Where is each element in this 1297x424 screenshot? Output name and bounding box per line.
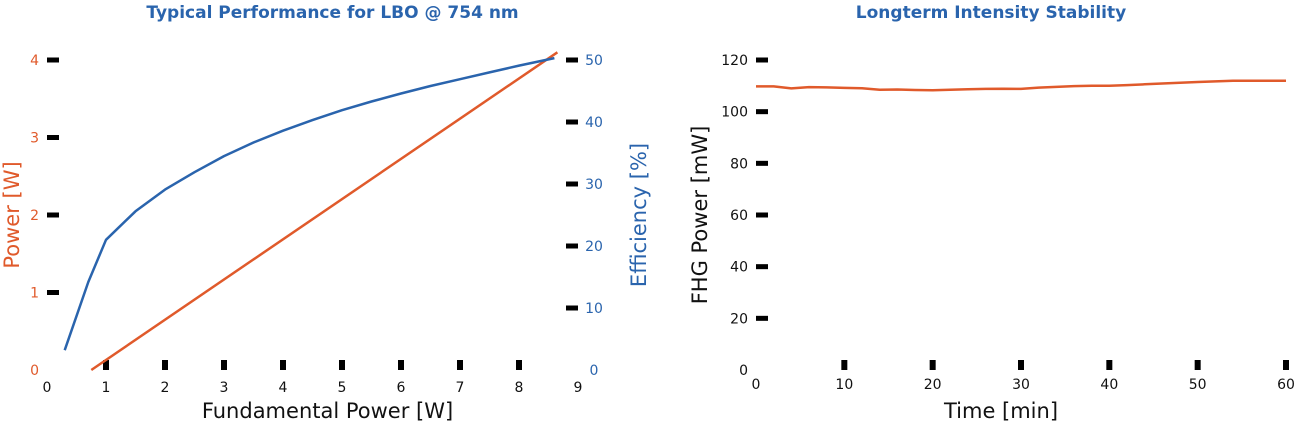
chart1-x-tick-mark xyxy=(516,360,522,370)
chart2-x-tick-label: 0 xyxy=(752,377,761,393)
chart2-y-axis-label: FHG Power [mW] xyxy=(688,126,712,305)
chart1-y-right-axis-label: Efficiency [%] xyxy=(627,143,651,287)
chart2-x-tick-mark xyxy=(1194,360,1201,370)
chart2-x-axis-label: Time [min] xyxy=(943,399,1058,423)
chart1-x-tick-mark xyxy=(398,360,404,370)
chart2-y-tick-label: 20 xyxy=(730,311,748,327)
chart2-x-tick-label: 40 xyxy=(1100,377,1118,393)
chart2-series-fhg-power-line xyxy=(756,79,1286,92)
chart1-y-left-tick-label: 1 xyxy=(30,286,39,302)
chart2-y-tick-mark xyxy=(756,212,768,218)
chart1-x-tick-label: 0 xyxy=(43,380,52,396)
chart2-y-tick-label: 100 xyxy=(721,105,748,121)
chart1-x-tick-mark xyxy=(457,360,463,370)
chart1-x-tick-mark xyxy=(280,360,286,370)
chart2-y-tick-mark xyxy=(756,315,768,321)
chart2-y-tick-mark xyxy=(756,57,768,63)
chart1-y-right-tick-label: 10 xyxy=(585,301,603,317)
chart1-series-efficiency-line xyxy=(63,56,555,351)
chart2-x-tick-mark xyxy=(1018,360,1024,370)
chart1-y-left-tick-label: 4 xyxy=(30,53,39,69)
chart2-y-tick-mark xyxy=(756,109,768,115)
chart1-y-left-tick-label: 0 xyxy=(30,363,39,379)
chart2-y-tick-label: 60 xyxy=(730,208,748,224)
chart1-y-left-tick-label: 2 xyxy=(30,208,39,224)
chart1-x-axis-label: Fundamental Power [W] xyxy=(202,399,453,423)
chart2-x-tick-label: 20 xyxy=(924,377,942,393)
chart1-y-left-axis-label: Power [W] xyxy=(0,161,24,268)
chart2-x-tick-label: 30 xyxy=(1012,377,1030,393)
chart1-x-tick-label: 1 xyxy=(102,380,111,396)
chart1-x-tick-label: 4 xyxy=(279,380,288,396)
chart1-y-left-tick-mark xyxy=(47,135,59,140)
chart2-title: Longterm Intensity Stability xyxy=(856,3,1126,23)
chart2-y-tick-mark xyxy=(756,160,768,166)
chart1-y-left-tick-mark xyxy=(47,212,59,218)
chart1-x-tick-label: 3 xyxy=(220,380,229,396)
chart1-x-tick-label: 6 xyxy=(397,380,406,396)
chart1-y-left-tick-label: 3 xyxy=(30,131,39,147)
chart1-x-tick-label: 8 xyxy=(515,380,524,396)
chart1-y-right-tick-mark xyxy=(566,57,578,63)
chart1-x-tick-label: 2 xyxy=(161,380,170,396)
chart2-x-tick-mark xyxy=(841,360,848,370)
chart2-y-tick-mark xyxy=(756,264,768,270)
chart1-y-right-tick-label: 30 xyxy=(585,177,603,193)
chart1-x-tick-mark xyxy=(221,360,227,370)
chart2-x-tick-mark xyxy=(1283,360,1289,370)
chart1-x-tick-label: 7 xyxy=(456,380,465,396)
chart2-x-tick-label: 60 xyxy=(1277,377,1295,393)
chart1-x-tick-label: 5 xyxy=(338,380,347,396)
chart1-y-right-tick-label: 50 xyxy=(585,53,603,69)
chart2-y-tick-label: 40 xyxy=(730,260,748,276)
chart1-series-power-line xyxy=(90,51,559,372)
chart2-x-tick-label: 10 xyxy=(835,377,853,393)
chart2-x-tick-mark xyxy=(929,360,936,370)
chart1-y-right-tick-label: 40 xyxy=(585,115,603,131)
chart1-title: Typical Performance for LBO @ 754 nm xyxy=(146,3,518,23)
chart1-y-left-tick-mark xyxy=(47,290,59,295)
chart1-x-tick-label: 9 xyxy=(574,380,583,396)
chart2-x-tick-label: 50 xyxy=(1189,377,1207,393)
chart1-y-left-tick-mark xyxy=(47,57,59,63)
chart1-x-tick-mark xyxy=(162,360,168,370)
chart2-y-tick-label: 0 xyxy=(739,363,748,379)
chart1-y-right-tick-mark xyxy=(566,305,578,311)
chart2-x-tick-mark xyxy=(1106,360,1113,370)
chart1-x-tick-mark xyxy=(103,360,109,370)
chart1-y-right-tick-mark xyxy=(566,243,578,249)
chart2-y-tick-label: 120 xyxy=(721,53,748,69)
chart1-y-right-tick-label: 0 xyxy=(590,363,599,379)
chart1-x-tick-mark xyxy=(339,360,345,370)
chart1-y-right-tick-mark xyxy=(566,181,578,187)
chart1-y-right-tick-label: 20 xyxy=(585,239,603,255)
chart1-y-right-tick-mark xyxy=(566,119,578,125)
chart2-y-tick-label: 80 xyxy=(730,156,748,172)
